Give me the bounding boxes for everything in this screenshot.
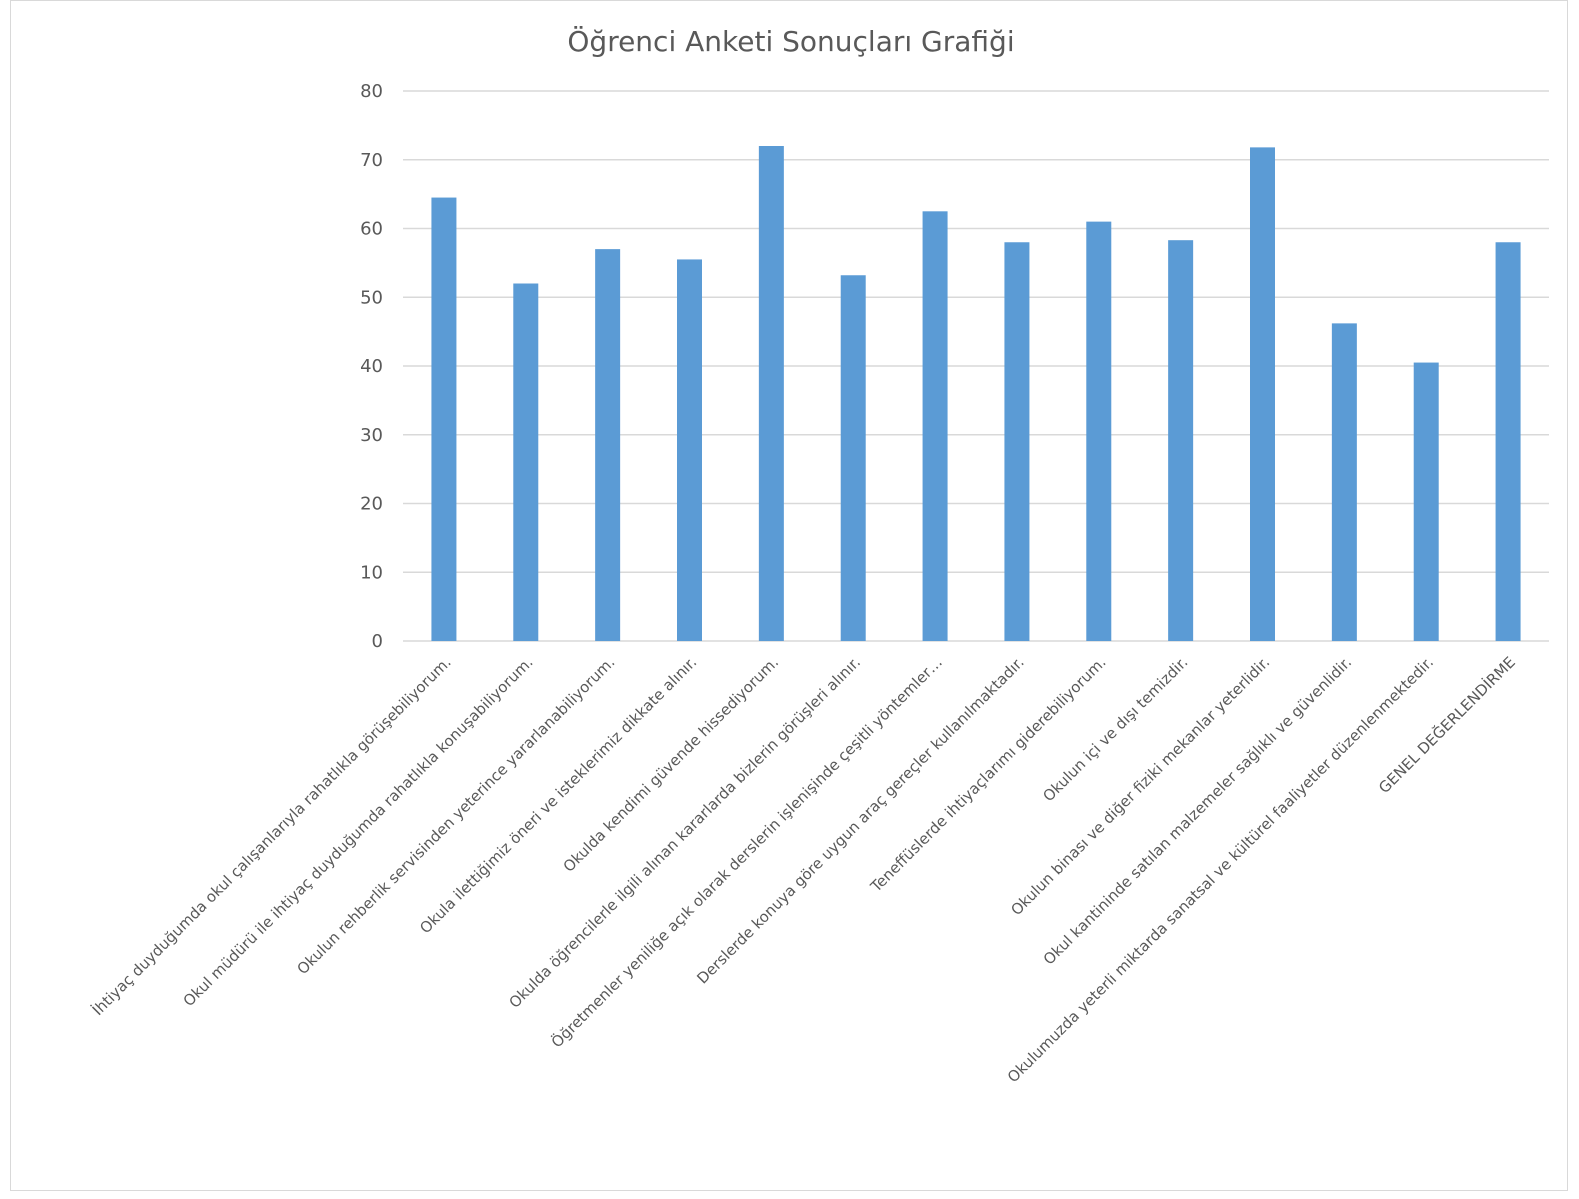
y-tick-label: 0 [372, 631, 383, 652]
y-tick-label: 60 [360, 219, 383, 240]
x-tick-label: Okula ilettiğimiz öneri ve isteklerimiz … [416, 653, 700, 937]
x-tick-label: Okulun içi ve dışı temizdir. [1039, 653, 1191, 805]
bar [431, 197, 457, 641]
x-tick-label: GENEL DEĞERLENDİRME [1374, 652, 1519, 797]
x-tick-label: Okul müdürü ile ihtiyaç duyduğumda rahat… [180, 653, 537, 1010]
y-tick-label: 10 [360, 562, 383, 583]
y-axis-ticks: 0 10 20 30 40 50 60 70 80 [360, 81, 383, 652]
bar [677, 259, 702, 641]
bar [1331, 323, 1357, 641]
y-tick-label: 20 [360, 494, 383, 515]
bar [840, 275, 866, 641]
bar [1495, 242, 1521, 641]
bars [431, 146, 1521, 641]
gridlines [403, 90, 1549, 642]
chart-container: Öğrenci Anketi Sonuçları Grafiği 0 10 20 30… [10, 0, 1568, 1191]
y-tick-label: 70 [360, 150, 383, 171]
bar [1250, 147, 1275, 641]
bar [1413, 362, 1439, 641]
bar [922, 211, 948, 641]
bar [1004, 242, 1030, 641]
x-tick-label: Okul kantininde satılan malzemeler sağlı… [1040, 653, 1355, 968]
y-tick-label: 80 [360, 81, 383, 102]
bar [513, 283, 539, 641]
bar [1168, 240, 1194, 641]
bar-chart: Öğrenci Anketi Sonuçları Grafiği 0 10 20 30… [88, 24, 1549, 1086]
bar [595, 249, 621, 641]
bar [758, 146, 784, 641]
x-axis-labels: İhtiyaç duyduğumda okul çalışanlarıyla r… [88, 652, 1519, 1086]
y-tick-label: 30 [360, 425, 383, 446]
y-tick-label: 50 [360, 287, 383, 308]
bar [1086, 221, 1112, 641]
x-tick-label: İhtiyaç duyduğumda okul çalışanlarıyla r… [88, 652, 455, 1019]
chart-title: Öğrenci Anketi Sonuçları Grafiği [567, 24, 1014, 58]
y-tick-label: 40 [360, 356, 383, 377]
x-tick-label: Okulun rehberlik servisinden yeterince y… [293, 653, 618, 978]
x-tick-label: Öğretmenler yeniliğe açık olarak dersler… [547, 652, 946, 1051]
